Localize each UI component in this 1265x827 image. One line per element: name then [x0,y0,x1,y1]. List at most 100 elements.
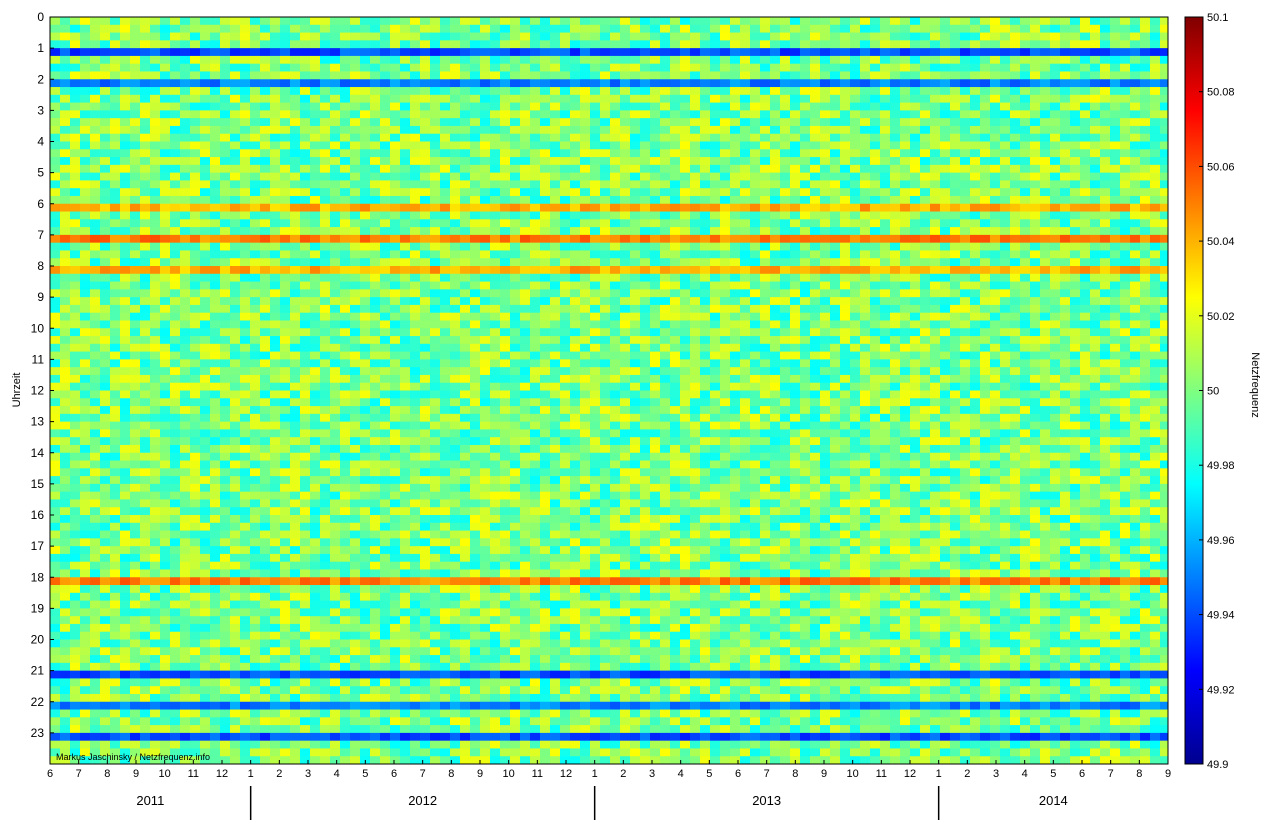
heatmap-cell [730,351,740,360]
heatmap-cell [90,79,100,88]
heatmap-cell [200,304,210,314]
heatmap-cell [370,297,380,306]
heatmap-cell [530,102,540,111]
heatmap-cell [770,32,780,41]
heatmap-cell [770,304,780,314]
heatmap-cell [70,351,80,360]
heatmap-cell [430,71,440,80]
heatmap-cell [1010,118,1020,127]
heatmap-cell [430,266,440,275]
heatmap-cell [510,24,520,34]
heatmap-cell [810,234,820,244]
heatmap-cell [540,273,550,283]
heatmap-cell [1140,227,1150,236]
heatmap-cell [110,71,120,80]
heatmap-cell [80,133,90,142]
heatmap-cell [1040,297,1050,306]
heatmap-cell [520,17,530,26]
heatmap-cell [310,24,320,34]
heatmap-cell [810,102,820,111]
heatmap-cell [750,234,760,244]
heatmap-cell [500,79,510,88]
heatmap-cell [830,320,840,329]
heatmap-cell [610,32,620,41]
heatmap-cell [320,17,330,26]
heatmap-cell [1150,110,1160,119]
heatmap-cell [280,219,290,228]
heatmap-cell [360,40,370,49]
heatmap-cell [840,55,850,65]
heatmap-cell [290,141,300,150]
heatmap-cell [390,219,400,228]
heatmap-cell [290,304,300,314]
heatmap-cell [1020,164,1030,174]
heatmap-cell [1000,164,1010,174]
heatmap-cell [1110,172,1120,181]
heatmap-cell [740,343,750,353]
heatmap-cell [400,133,410,142]
heatmap-cell [370,242,380,251]
heatmap-cell [900,343,910,353]
heatmap-cell [280,17,290,26]
heatmap-cell [780,320,790,329]
heatmap-cell [790,55,800,65]
heatmap-cell [580,219,590,228]
heatmap-cell [1060,336,1070,345]
heatmap-cell [80,87,90,96]
heatmap-cell [1120,195,1130,205]
heatmap-cell [420,320,430,329]
heatmap-cell [1010,351,1020,360]
heatmap-cell [110,102,120,111]
heatmap-cell [740,17,750,26]
heatmap-cell [700,273,710,283]
heatmap-cell [410,102,420,111]
heatmap-cell [890,351,900,360]
heatmap-cell [460,266,470,275]
heatmap-cell [690,328,700,337]
heatmap-cell [920,304,930,314]
heatmap-cell [1070,234,1080,244]
heatmap-cell [590,336,600,345]
heatmap-cell [700,188,710,197]
heatmap-cell [330,211,340,220]
heatmap-cell [630,195,640,205]
heatmap-cell [110,188,120,197]
heatmap-cell [630,149,640,158]
heatmap-cell [1020,157,1030,166]
heatmap-cell [270,180,280,189]
heatmap-cell [990,343,1000,353]
heatmap-cell [220,188,230,197]
heatmap-cell [170,195,180,205]
heatmap-cell [520,359,530,368]
heatmap-cell [470,94,480,104]
heatmap-cell [410,320,420,329]
heatmap-cell [980,118,990,127]
heatmap-cell [400,141,410,150]
heatmap-cell [410,359,420,368]
heatmap-cell [600,195,610,205]
heatmap-cell [530,133,540,142]
heatmap-cell [770,172,780,181]
heatmap-cell [310,195,320,205]
heatmap-cell [80,40,90,49]
heatmap-cell [980,48,990,57]
heatmap-cell [80,320,90,329]
heatmap-cell [610,273,620,283]
heatmap-cell [600,71,610,80]
heatmap-cell [1050,188,1060,197]
heatmap-cell [840,17,850,26]
heatmap-cell [90,359,100,368]
heatmap-cell [930,110,940,119]
heatmap-cell [540,55,550,65]
heatmap-cell [490,141,500,150]
heatmap-cell [550,304,560,314]
heatmap-cell [270,102,280,111]
heatmap-cell [1160,242,1168,251]
heatmap-cell [440,110,450,119]
heatmap-cell [860,110,870,119]
heatmap-cell [420,258,430,267]
heatmap-cell [760,304,770,314]
heatmap-cell [760,328,770,337]
heatmap-cell [580,102,590,111]
heatmap-cell [590,312,600,321]
